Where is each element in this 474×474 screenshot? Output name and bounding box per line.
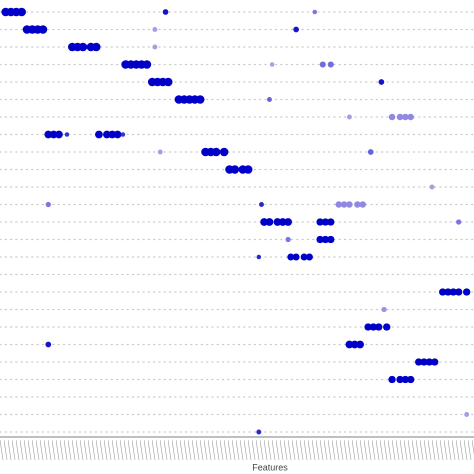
dot xyxy=(243,165,253,174)
dot xyxy=(316,235,324,244)
dot xyxy=(211,147,221,157)
dot xyxy=(259,202,264,207)
dot xyxy=(108,130,117,139)
dot xyxy=(346,201,353,208)
dot xyxy=(44,130,53,139)
dot xyxy=(396,113,404,121)
dot xyxy=(388,375,396,384)
dot xyxy=(269,62,275,67)
dot xyxy=(305,253,313,261)
dot xyxy=(454,288,463,296)
dot xyxy=(316,218,324,226)
dot xyxy=(354,201,361,208)
dot xyxy=(103,130,111,139)
dot xyxy=(195,95,205,104)
dot xyxy=(367,149,374,155)
dot xyxy=(356,340,364,349)
dot xyxy=(429,184,435,190)
dot xyxy=(91,42,101,52)
dot xyxy=(64,132,70,137)
dot xyxy=(293,26,299,33)
dot xyxy=(346,114,352,120)
dot xyxy=(407,113,414,121)
dot xyxy=(444,288,452,296)
dot xyxy=(256,254,262,260)
dot xyxy=(420,358,428,366)
dot xyxy=(95,130,103,139)
dot xyxy=(381,306,387,313)
dot xyxy=(321,235,330,244)
dot xyxy=(327,218,335,226)
dot xyxy=(49,130,58,139)
dot xyxy=(152,27,158,32)
dot xyxy=(162,9,169,15)
dot xyxy=(45,201,51,208)
dot xyxy=(312,9,318,15)
dot xyxy=(120,132,126,137)
dot xyxy=(425,358,434,366)
dot xyxy=(345,340,354,349)
dot xyxy=(38,25,48,34)
dot xyxy=(321,218,330,226)
dot xyxy=(388,113,396,121)
dot xyxy=(456,219,462,225)
dot xyxy=(335,201,343,208)
dot xyxy=(383,323,391,331)
dot xyxy=(267,97,272,102)
dot xyxy=(364,323,372,331)
dot xyxy=(300,253,308,261)
dot xyxy=(260,218,269,226)
dot xyxy=(359,201,367,208)
dot xyxy=(152,44,158,50)
dot xyxy=(113,130,122,139)
dot xyxy=(319,61,326,68)
dot xyxy=(350,340,359,349)
dot xyxy=(449,288,458,296)
dot xyxy=(256,429,262,435)
dot xyxy=(230,165,240,174)
dot xyxy=(327,235,335,244)
dot xyxy=(431,358,439,366)
dot xyxy=(378,79,385,85)
dot xyxy=(369,323,378,331)
dot xyxy=(407,375,415,384)
dot xyxy=(278,218,287,226)
dot xyxy=(439,288,447,296)
dot xyxy=(327,61,334,68)
dot xyxy=(340,201,348,208)
dot xyxy=(396,375,404,384)
dot xyxy=(219,147,229,157)
dot xyxy=(284,218,293,226)
dot xyxy=(415,358,423,366)
dot xyxy=(17,7,26,17)
dot xyxy=(462,288,471,296)
dot xyxy=(78,42,88,52)
dot xyxy=(273,218,282,226)
dot xyxy=(163,77,173,87)
x-axis-label: Features xyxy=(252,462,288,472)
dot xyxy=(292,253,300,261)
dot xyxy=(265,218,274,226)
x-tick-labels xyxy=(0,439,474,461)
dot xyxy=(464,412,470,417)
dot xyxy=(401,375,410,384)
dot xyxy=(157,149,163,155)
dot xyxy=(287,253,295,261)
dot xyxy=(55,130,63,139)
dot xyxy=(402,113,409,121)
dot xyxy=(142,60,152,69)
dot xyxy=(375,323,383,331)
dot xyxy=(285,236,291,243)
dot xyxy=(45,341,52,348)
